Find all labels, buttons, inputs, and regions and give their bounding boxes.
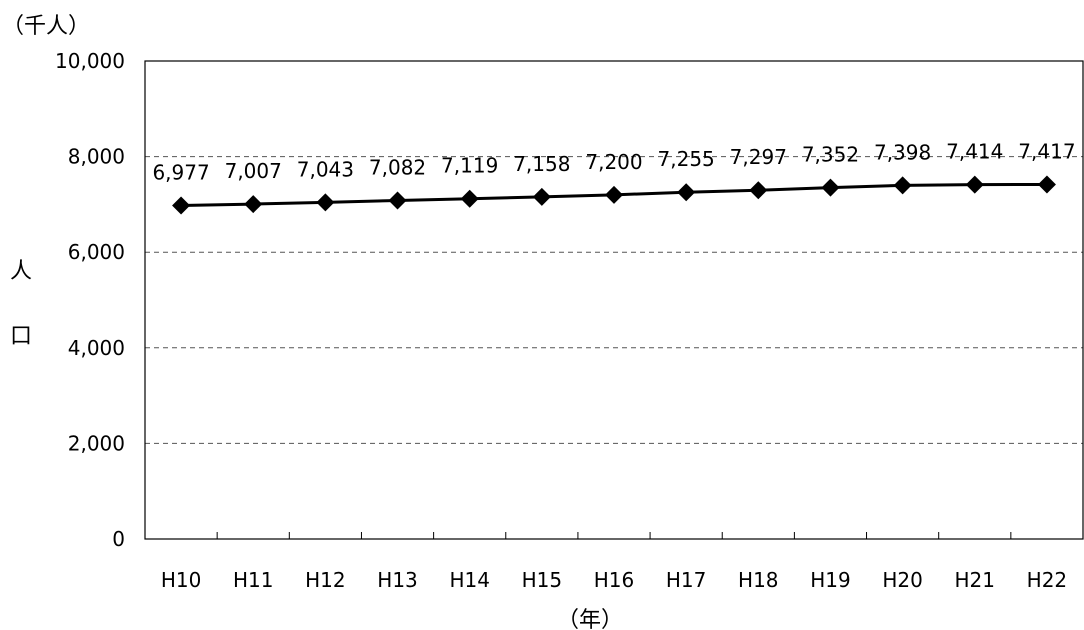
data-point-marker: [316, 193, 335, 212]
y-axis-title-char-2: 口: [10, 324, 32, 349]
data-point-marker: [460, 189, 479, 208]
x-tick-label: H21: [955, 568, 996, 592]
x-tick-label: H17: [666, 568, 707, 592]
data-label: 7,158: [513, 152, 570, 176]
data-label: 6,977: [152, 160, 209, 184]
y-tick-label: 4,000: [68, 336, 125, 360]
data-point-marker: [388, 191, 407, 210]
unit-label: （千人）: [2, 14, 90, 39]
x-tick-label: H10: [161, 568, 202, 592]
data-label: 7,200: [585, 150, 642, 174]
data-label: 7,007: [225, 159, 282, 183]
data-point-marker: [749, 181, 768, 200]
y-axis-title-char-1: 人: [10, 259, 32, 284]
data-label: 7,398: [874, 140, 931, 164]
x-tick-label: H22: [1027, 568, 1068, 592]
data-point-marker: [821, 178, 840, 197]
data-label: 7,043: [297, 157, 354, 181]
x-axis-tick-labels: H10 H11 H12 H13 H14 H15 H16 H17 H18 H19 H20 H21 H22: [161, 568, 1067, 592]
x-tick-label: H15: [522, 568, 563, 592]
gridlines: [145, 156, 1083, 444]
x-tick-label: H16: [594, 568, 635, 592]
data-label: 7,119: [441, 154, 498, 178]
y-tick-label: 10,000: [55, 49, 125, 73]
data-label: 7,297: [730, 145, 787, 169]
x-tick-label: H14: [449, 568, 490, 592]
data-point-marker: [677, 183, 696, 202]
data-label: 7,414: [946, 140, 1003, 164]
data-point-marker: [172, 196, 191, 215]
y-tick-label: 8,000: [68, 145, 125, 169]
x-tick-label: H19: [810, 568, 851, 592]
data-point-marker: [605, 185, 623, 204]
y-tick-label: 6,000: [68, 240, 125, 264]
data-point-marker: [532, 187, 551, 206]
x-tick-label: H11: [233, 568, 274, 592]
y-axis-tick-labels: 0 2,000 4,000 6,000 8,000 10,000: [55, 49, 125, 551]
data-point-marker: [893, 176, 912, 195]
x-tick-label: H12: [305, 568, 346, 592]
data-point-marker: [244, 195, 263, 214]
x-tick-label: H13: [377, 568, 418, 592]
data-label: 7,417: [1018, 139, 1075, 163]
data-label: 7,352: [802, 143, 859, 167]
data-label: 7,082: [369, 155, 426, 179]
y-tick-label: 0: [112, 527, 125, 551]
x-tick-label: H18: [738, 568, 779, 592]
data-markers: [172, 175, 1056, 215]
x-axis-ticks: [216, 532, 1012, 539]
data-point-marker: [1037, 175, 1056, 194]
x-tick-label: H20: [882, 568, 923, 592]
data-labels: 6,977 7,007 7,043 7,082 7,119 7,158 7,200 7,255…: [152, 139, 1075, 184]
data-label: 7,255: [658, 147, 715, 171]
y-tick-label: 2,000: [68, 431, 125, 455]
plot-area: [144, 60, 1084, 540]
x-axis-title: （年）: [557, 608, 623, 630]
data-point-marker: [965, 175, 984, 194]
